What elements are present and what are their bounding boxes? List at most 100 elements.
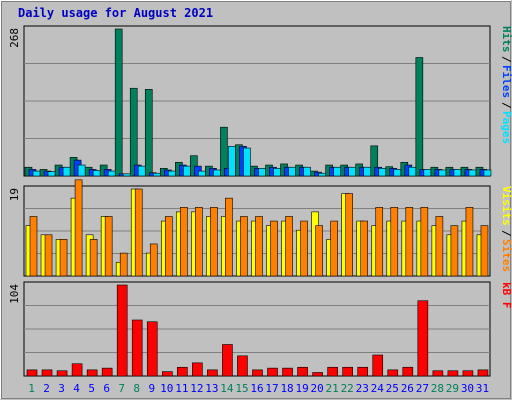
bar-kb-f-day-16: [252, 369, 263, 377]
bar-sites-day-13: [210, 207, 218, 277]
bar-sites-day-8: [134, 188, 143, 277]
bar-sites-day-24: [375, 207, 384, 277]
bar-kb-f-day-10: [161, 371, 173, 377]
x-tick-label-day-1: 1: [28, 382, 35, 395]
bar-pages-day-30: [468, 169, 477, 177]
x-tick-label-day-12: 12: [190, 382, 203, 395]
x-tick-label-day-20: 20: [311, 382, 324, 395]
bar-pages-day-13: [213, 169, 221, 177]
bar-kb-f-day-19: [297, 366, 308, 377]
panel-kbytes: 104 kB F: [8, 281, 512, 377]
legend-visits_sites: Visits / Sites: [500, 186, 512, 272]
x-tick-label-day-14: 14: [220, 382, 234, 395]
bar-sites-day-29: [450, 225, 459, 277]
bar-pages-day-14: [228, 146, 236, 177]
bar-pages-day-23: [363, 166, 372, 177]
bar-hits-day-24: [370, 145, 379, 177]
y-max-label: 268: [8, 28, 21, 48]
bar-kb-f-day-8: [131, 319, 143, 377]
bar-sites-day-20: [315, 225, 323, 277]
bar-sites-day-7: [119, 252, 128, 277]
bar-sites-day-2: [44, 234, 53, 277]
bar-pages-day-18: [288, 166, 296, 177]
bar-sites-day-19: [300, 220, 308, 277]
bar-kb-f-day-5: [86, 369, 98, 377]
x-tick-label-day-30: 30: [461, 382, 474, 395]
bar-sites-day-1: [29, 216, 38, 277]
bar-kb-f-day-21: [327, 366, 338, 377]
bar-kb-f-day-31: [477, 369, 489, 377]
bar-sites-day-14: [225, 197, 233, 277]
bar-pages-day-8: [137, 165, 146, 177]
bar-pages-day-12: [198, 170, 206, 177]
x-tick-label-day-2: 2: [43, 382, 50, 395]
bar-kb-f-day-18: [282, 367, 293, 377]
x-tick-label-day-22: 22: [341, 382, 354, 395]
legend-kbytes: kB F: [500, 282, 512, 309]
bar-kb-f-day-22: [342, 366, 353, 377]
bar-pages-day-7: [122, 173, 131, 177]
legend-entry-files: Files: [500, 65, 512, 98]
bar-sites-day-5: [89, 239, 98, 277]
bar-sites-day-17: [270, 220, 278, 277]
bar-pages-day-10: [167, 170, 176, 177]
legend-entry-kb-f: kB F: [500, 282, 512, 309]
legend-separator: /: [500, 230, 512, 237]
legend-entry-sites: Sites: [500, 239, 512, 272]
bar-kb-f-day-30: [462, 370, 474, 377]
bar-kb-f-day-24: [372, 354, 384, 377]
bar-sites-day-3: [59, 239, 68, 277]
bar-hits-day-7: [114, 28, 123, 177]
bar-kb-f-day-25: [387, 369, 399, 377]
x-tick-label-day-6: 6: [103, 382, 110, 395]
x-tick-label-day-11: 11: [175, 382, 188, 395]
bar-hits-day-27: [415, 57, 424, 177]
legend-separator: /: [500, 56, 512, 63]
x-tick-label-day-13: 13: [205, 382, 218, 395]
x-tick-label-day-15: 15: [235, 382, 248, 395]
panel-visits_sites: 19 Visits / Sites: [8, 179, 512, 277]
bar-sites-day-22: [345, 193, 353, 277]
bar-kb-f-day-1: [26, 369, 38, 377]
bar-kb-f-day-4: [71, 363, 83, 377]
bar-kb-f-day-14: [222, 344, 233, 377]
x-tick-label-day-7: 7: [118, 382, 125, 395]
bar-pages-day-20: [318, 172, 326, 177]
legend-separator: /: [500, 102, 512, 109]
bar-pages-day-4: [77, 164, 86, 177]
x-tick-label-day-3: 3: [58, 382, 65, 395]
bar-kb-f-day-29: [447, 370, 459, 377]
bar-sites-day-6: [104, 216, 113, 277]
x-tick-label-day-31: 31: [476, 382, 489, 395]
bar-sites-day-10: [164, 216, 173, 277]
bar-sites-day-18: [285, 216, 293, 277]
bar-sites-day-27: [420, 207, 429, 277]
y-max-label: 19: [8, 188, 21, 201]
bar-sites-day-16: [255, 216, 263, 277]
bar-hits-day-8: [129, 87, 138, 177]
bar-sites-day-12: [195, 207, 203, 277]
chart-panels: 268 Hits / Files / Pages 19 Visits / Sites 104 kB F: [8, 25, 512, 377]
bar-kb-f-day-26: [402, 366, 414, 377]
bar-sites-day-26: [405, 207, 414, 277]
x-tick-label-day-10: 10: [160, 382, 173, 395]
bar-pages-day-11: [183, 165, 191, 177]
bar-kb-f-day-9: [146, 321, 158, 377]
x-tick-label-day-27: 27: [416, 382, 429, 395]
bar-pages-day-26: [408, 166, 417, 177]
x-tick-label-day-25: 25: [386, 382, 399, 395]
x-tick-label-day-23: 23: [356, 382, 369, 395]
bar-pages-day-22: [348, 166, 356, 177]
y-max-label: 104: [8, 284, 21, 304]
bar-kb-f-day-17: [267, 367, 278, 377]
x-tick-label-day-17: 17: [265, 382, 278, 395]
bar-kb-f-day-7: [116, 284, 128, 377]
bar-sites-day-9: [149, 243, 158, 277]
legend-entry-pages: Pages: [500, 111, 512, 144]
panel-hits_files_pages: 268 Hits / Files / Pages: [8, 25, 512, 177]
bar-kb-f-day-12: [192, 362, 203, 377]
bar-pages-day-9: [152, 172, 161, 177]
bar-kb-f-day-2: [41, 369, 53, 377]
x-tick-label-day-18: 18: [280, 382, 293, 395]
